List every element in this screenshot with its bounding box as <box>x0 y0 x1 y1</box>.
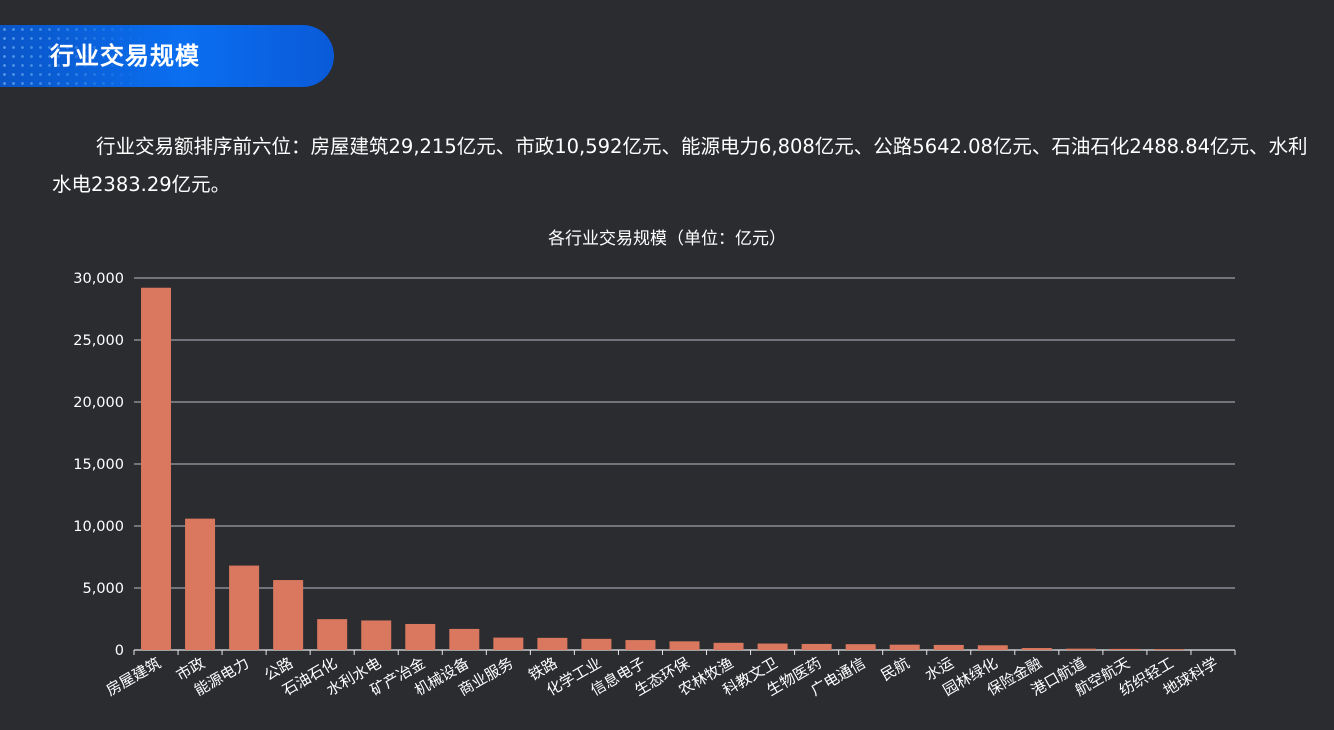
bar <box>1021 648 1052 650</box>
bar <box>977 645 1008 650</box>
bar <box>889 644 920 650</box>
bar <box>625 640 656 650</box>
y-tick-label: 25,000 <box>73 333 124 349</box>
bar <box>845 644 876 650</box>
bar <box>1065 648 1096 650</box>
y-tick-label: 20,000 <box>73 395 124 411</box>
bar <box>229 565 260 650</box>
bar <box>405 623 436 650</box>
y-tick-label: 0 <box>115 643 124 659</box>
y-tick-label: 30,000 <box>73 271 124 287</box>
x-tick-label: 房屋建筑 <box>103 654 164 700</box>
header-banner: 行业交易规模 <box>0 25 334 87</box>
bar <box>1109 648 1140 650</box>
summary-text: 行业交易额排序前六位：房屋建筑29,215亿元、市政10,592亿元、能源电力6… <box>52 135 1308 196</box>
bar <box>273 580 304 650</box>
bar <box>449 628 480 650</box>
bar <box>361 620 392 650</box>
bar <box>493 637 524 650</box>
y-tick-label: 15,000 <box>73 457 124 473</box>
bar <box>581 638 612 650</box>
bar <box>1153 649 1184 650</box>
bar <box>757 643 788 650</box>
page-title: 行业交易规模 <box>50 42 200 70</box>
bar <box>537 637 568 650</box>
bar <box>185 518 216 650</box>
bar <box>801 643 832 650</box>
chart-title: 各行业交易规模（单位：亿元） <box>548 229 786 249</box>
bar <box>141 287 172 650</box>
bar <box>933 644 964 650</box>
bar <box>713 642 744 650</box>
y-tick-label: 10,000 <box>73 519 124 535</box>
bar <box>317 619 348 650</box>
banner-dot-pattern <box>0 25 150 87</box>
y-tick-label: 5,000 <box>82 581 124 597</box>
bar <box>669 641 700 650</box>
x-tick-label: 民航 <box>878 654 913 685</box>
